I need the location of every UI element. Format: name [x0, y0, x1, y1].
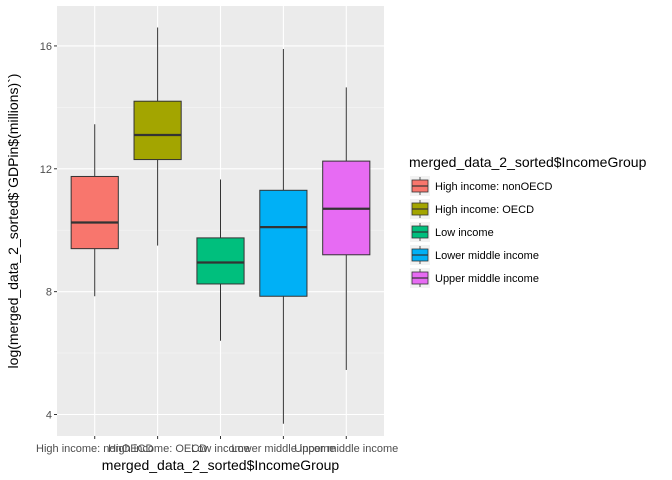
legend-title: merged_data_2_sorted$IncomeGroup	[409, 154, 647, 170]
x-tick-label: Low income	[191, 443, 250, 455]
x-tick-label: High income: OECD	[108, 443, 207, 455]
box-lower-middle-income	[259, 49, 308, 424]
box-upper-middle-income	[322, 87, 371, 370]
boxes	[70, 27, 371, 424]
box-iqr	[196, 237, 245, 285]
y-tick-label: 4	[46, 410, 52, 422]
legend-item: Upper middle income	[410, 268, 539, 288]
box-high-income-oecd	[133, 27, 182, 246]
legend-label: Low income	[435, 227, 494, 239]
legend-label: High income: nonOECD	[435, 181, 552, 193]
x-axis-title: merged_data_2_sorted$IncomeGroup	[102, 457, 340, 473]
legend-item: Lower middle income	[410, 245, 539, 265]
y-axis: 4 8 12 16	[40, 41, 57, 422]
legend-label: High income: OECD	[435, 204, 534, 216]
y-axis-title: log(merged_data_2_sorted$`GDPin$(million…	[5, 74, 21, 369]
y-tick-label: 8	[46, 287, 52, 299]
legend: merged_data_2_sorted$IncomeGroup High in…	[409, 154, 647, 288]
box-iqr	[133, 100, 182, 161]
y-tick-label: 12	[40, 164, 52, 176]
legend-item: Low income	[410, 222, 494, 242]
box-iqr	[259, 189, 308, 297]
legend-label: Upper middle income	[435, 273, 539, 285]
x-tick-label: High income: nonOECD	[36, 443, 153, 455]
y-tick-label: 16	[40, 41, 52, 53]
box-low-income	[196, 179, 245, 341]
x-tick-label: Lower middle income	[231, 443, 335, 455]
legend-label: Lower middle income	[435, 250, 539, 262]
legend-item: High income: nonOECD	[410, 176, 552, 196]
box-iqr	[70, 175, 119, 250]
x-tick-label: Upper middle income	[294, 443, 398, 455]
legend-item: High income: OECD	[410, 199, 534, 219]
box-high-income-nonoecd	[70, 124, 119, 297]
